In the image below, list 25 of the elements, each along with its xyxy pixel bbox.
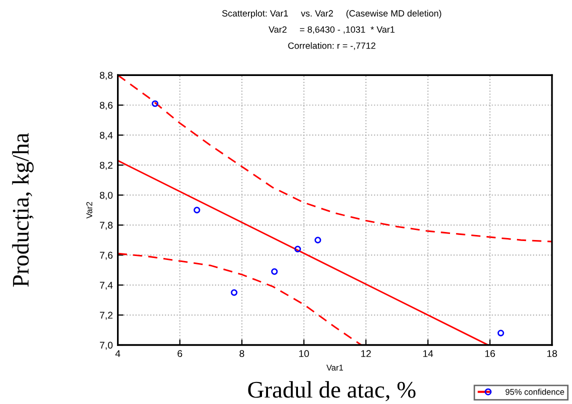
y-axis-title: Var2 (86, 202, 92, 219)
x-tick-label: 14 (423, 350, 434, 357)
x-tick-label: 18 (547, 350, 557, 358)
x-tick-label: 16 (485, 350, 495, 358)
y-tick-label: 7,4 (100, 282, 113, 290)
x-tick-label: 12 (361, 350, 371, 357)
x-tick-label: 4 (115, 350, 120, 357)
chart-title: Scatterplot: Var1 vs. Var2 (Casewise MD deletion) (222, 10, 442, 18)
text: Gradul de atac, % (248, 381, 416, 402)
y-tick-label: 7,8 (100, 222, 113, 230)
y-tick-label: 8,6 (100, 102, 113, 110)
x-tick-label: 10 (299, 350, 309, 358)
x-axis-title: Var1 (326, 364, 343, 371)
x-tick-label: 8 (240, 350, 244, 358)
x-tick-label: 6 (178, 350, 182, 358)
y-tick-label: 8,0 (100, 192, 113, 200)
y-tick-label: 8,8 (100, 72, 113, 80)
y-tick-label: 7,6 (100, 252, 113, 260)
chart-subtitle: Var2 = 8,6430 - ,1031 * Var1 Correlation: r = -,7712 (268, 26, 395, 50)
legend-label: 95% confidence (506, 388, 564, 395)
y-tick-label: 7,0 (100, 342, 113, 350)
text: Producția, kg/ha (12, 133, 34, 287)
y-tick-label: 8,2 (100, 162, 112, 170)
y-tick-label: 7,2 (100, 312, 112, 320)
y-tick-label: 8,4 (100, 132, 113, 140)
